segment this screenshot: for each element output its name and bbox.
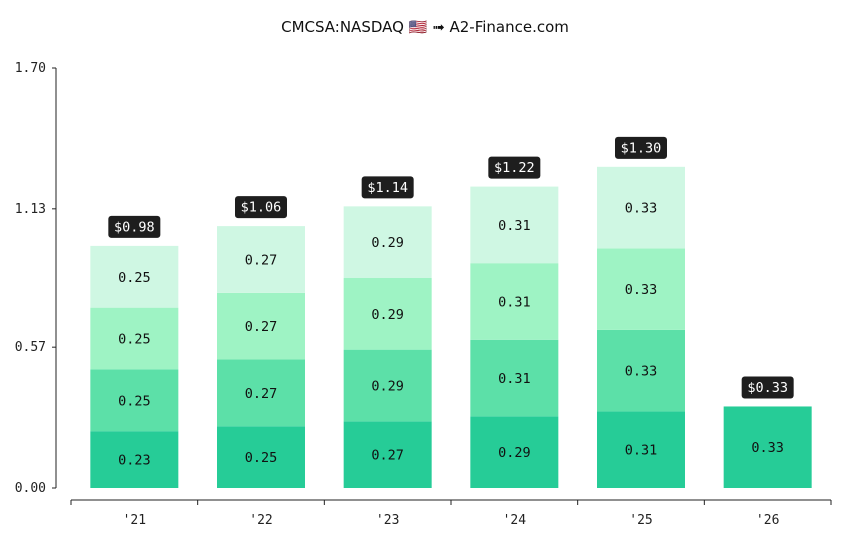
- bar-segment: [597, 166, 685, 249]
- total-label: $1.06: [241, 200, 282, 216]
- bar-segment: [597, 329, 685, 412]
- total-label: $0.33: [747, 380, 788, 396]
- bar-segment: [343, 206, 432, 278]
- bars: 0.23 0.25 0.25 0.25 0.25 0.27 0.27 0.27 0.27 0.29…: [90, 166, 812, 488]
- bar-segment-label: 0.23: [118, 453, 151, 469]
- total-label: $1.22: [494, 160, 535, 176]
- bar-segment-label: 0.25: [245, 450, 278, 466]
- x-tick-label: '26: [756, 513, 779, 528]
- y-tick-label: 0.00: [15, 481, 46, 496]
- total-label: $1.14: [367, 180, 408, 196]
- bar-segment-label: 0.29: [498, 445, 531, 461]
- bar-segment-label: 0.25: [118, 332, 151, 348]
- bar-segment: [217, 359, 305, 427]
- bar-segment-label: 0.29: [371, 235, 404, 251]
- bar-segment: [90, 307, 179, 370]
- y-axis: 0.00 0.57 1.13 1.70: [15, 61, 57, 496]
- bar-segment-label: 0.33: [625, 282, 658, 298]
- bar-segment-label: 0.31: [498, 294, 531, 310]
- bar-segment: [723, 406, 812, 488]
- bar-segment-label: 0.25: [118, 393, 151, 409]
- total-badge: [361, 176, 414, 199]
- y-tick-label: 1.70: [15, 61, 46, 76]
- bar-segment-label: 0.27: [245, 386, 278, 402]
- x-tick-label: '24: [503, 513, 527, 528]
- x-tick-label: '25: [629, 513, 652, 528]
- x-tick-label: '21: [123, 513, 146, 528]
- bar-segment-label: 0.25: [118, 270, 151, 286]
- bar-segment-label: 0.29: [371, 307, 404, 323]
- chart-title: CMCSA:NASDAQ 🇺🇸 ➟ A2-Finance.com: [281, 18, 569, 36]
- bar-segment-label: 0.33: [625, 201, 658, 217]
- total-badge: [615, 136, 667, 159]
- bar-segment-label: 0.31: [498, 218, 531, 234]
- bar-segment: [343, 349, 432, 422]
- bar-segment: [90, 245, 179, 308]
- y-tick-label: 1.13: [15, 202, 46, 217]
- bar-segment: [470, 263, 559, 340]
- bar-segment: [90, 431, 179, 488]
- y-tick-label: 0.57: [15, 340, 46, 355]
- bar-segment: [217, 426, 305, 488]
- total-badge: [741, 376, 794, 399]
- bar-segment: [597, 248, 685, 330]
- x-tick-label: '22: [249, 513, 272, 528]
- bar-segment: [90, 369, 179, 432]
- bar-segment-label: 0.31: [498, 371, 531, 387]
- total-badge: [108, 215, 161, 238]
- bar-segment: [597, 411, 685, 488]
- total-badge: [235, 196, 287, 219]
- bar-segment: [217, 292, 305, 360]
- total-label: $0.98: [114, 219, 155, 235]
- x-axis: '21 '22 '23 '24 '25 '26: [70, 499, 832, 528]
- total-label: $1.30: [621, 140, 662, 156]
- bar-segment-label: 0.27: [245, 319, 278, 335]
- bar-segment-label: 0.31: [625, 443, 658, 459]
- bar-segment-label: 0.33: [751, 440, 784, 456]
- bar-segment: [343, 421, 432, 488]
- bar-segment: [470, 186, 559, 264]
- total-badge: [488, 156, 541, 179]
- bar-segment-label: 0.27: [371, 448, 404, 464]
- bar-segment: [217, 226, 305, 293]
- total-labels: $0.98 $1.06 $1.14 $1.22 $1.30 $0.33: [108, 136, 794, 399]
- bar-segment-label: 0.29: [371, 378, 404, 394]
- bar-segment: [470, 416, 559, 488]
- bar-segment-label: 0.27: [245, 252, 278, 268]
- bar-segment-label: 0.33: [625, 364, 658, 380]
- x-tick-label: '23: [376, 513, 399, 528]
- bar-segment: [343, 278, 432, 350]
- bar-segment: [470, 339, 559, 417]
